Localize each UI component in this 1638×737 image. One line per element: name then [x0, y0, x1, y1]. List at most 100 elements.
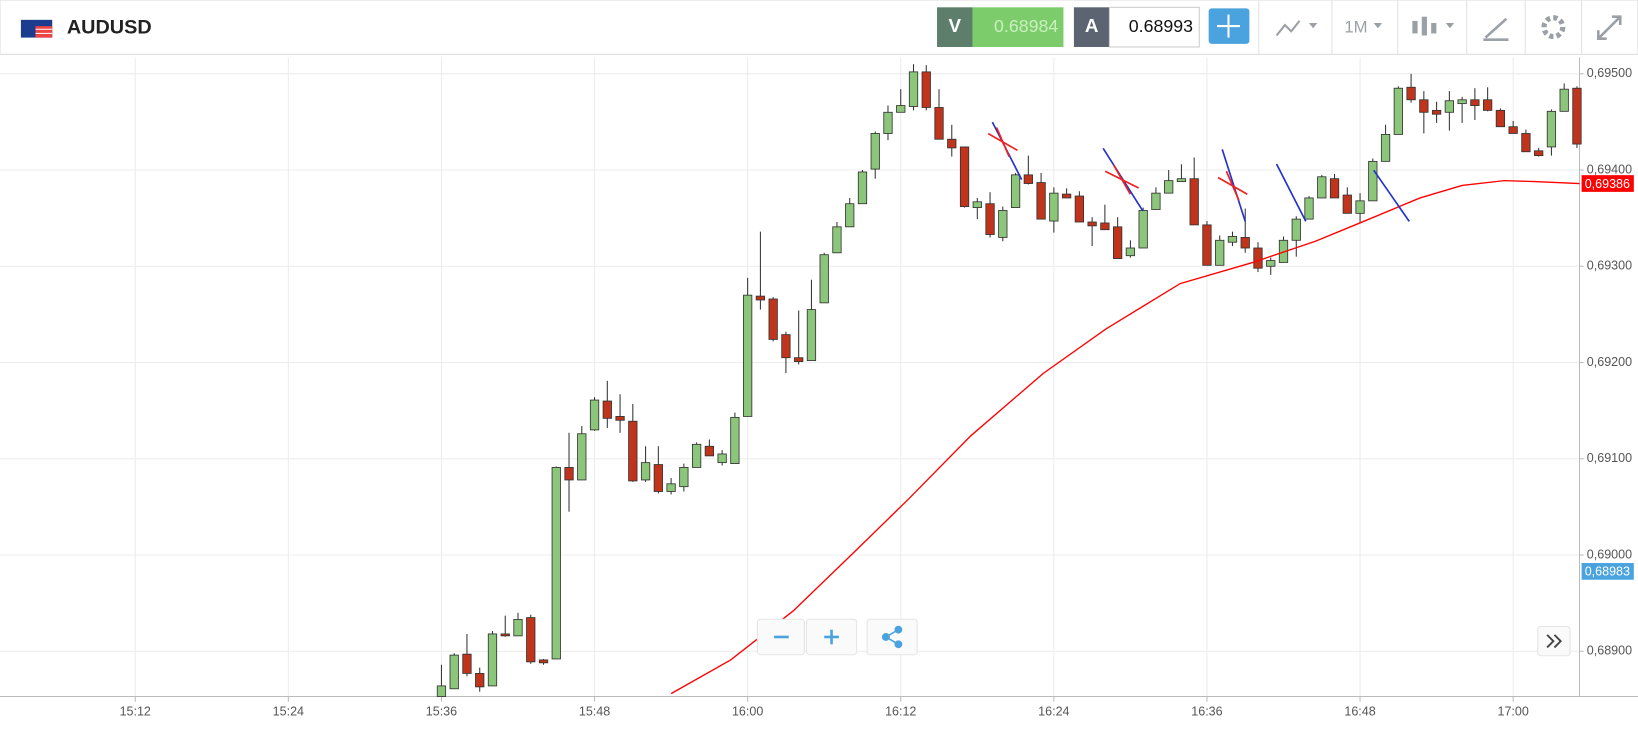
- candle-body: [1431, 109, 1442, 115]
- candle-body: [475, 672, 485, 688]
- candle-body: [538, 659, 549, 664]
- plot-area: [0, 57, 1580, 697]
- separators: [1258, 0, 1583, 55]
- candle-body: [1164, 180, 1174, 194]
- sell-price-box[interactable]: [972, 7, 1064, 47]
- candle-body: [1010, 174, 1021, 208]
- candle-body: [1317, 176, 1327, 199]
- candle-body: [691, 443, 702, 468]
- candle-body: [1125, 247, 1136, 257]
- price-tag: [1581, 175, 1634, 192]
- x-tick-label: 16:00: [732, 704, 763, 718]
- candle-body: [602, 400, 612, 419]
- plot: 15:12 15:24 15:36 15:48 16:00 16:12 16:24 16:36…: [0, 57, 1638, 718]
- candle-body: [1100, 222, 1110, 231]
- buy-button[interactable]: [1073, 7, 1110, 47]
- candle-body: [794, 357, 804, 362]
- candle-body: [1393, 87, 1403, 135]
- candle-body: [1138, 210, 1148, 249]
- candle-body: [589, 399, 600, 431]
- cross-marker: [987, 127, 1248, 201]
- timeframe[interactable]: 1M: [1344, 18, 1367, 37]
- candle-body: [1572, 87, 1582, 145]
- candle-body: [666, 483, 676, 492]
- y-tick-label: 0,69400: [1587, 162, 1632, 176]
- candle-body: [1113, 226, 1123, 260]
- candle-body: [1266, 260, 1276, 267]
- x-tick-label: 15:24: [273, 704, 304, 718]
- candle-body: [1444, 100, 1454, 113]
- expand-button[interactable]: [1596, 15, 1622, 40]
- candle-body: [743, 294, 753, 417]
- candle-body: [1049, 192, 1059, 222]
- symbol: AUDUSD: [67, 16, 152, 38]
- candle-body: [998, 210, 1008, 238]
- candle-body: [896, 105, 906, 113]
- candle-body: [526, 617, 536, 663]
- share[interactable]: [866, 618, 918, 656]
- candle-body: [857, 171, 868, 205]
- x-tick-label: 15:36: [426, 704, 457, 718]
- candle-body: [1419, 99, 1429, 113]
- sell-button[interactable]: [937, 7, 973, 47]
- candle-body: [487, 633, 498, 687]
- candle-body: [1189, 178, 1199, 226]
- candle-body: [1074, 195, 1084, 223]
- trend-line: [1373, 169, 1410, 222]
- price-tag-label: 0,69386: [1585, 177, 1630, 191]
- candle-body: [1240, 236, 1250, 249]
- x-tick-label: 15:48: [579, 704, 610, 718]
- candle-body: [615, 416, 625, 421]
- chart-type-button[interactable]: [1412, 16, 1455, 36]
- drawings: [987, 121, 1410, 222]
- candle-body: [1202, 224, 1212, 266]
- y-tick-label: 0,68900: [1587, 644, 1632, 658]
- candle-body: [704, 445, 714, 457]
- x-tick-label: 16:24: [1038, 704, 1069, 718]
- y-tick-label: 0,69500: [1587, 66, 1632, 80]
- price-tag-label: 0,68983: [1585, 565, 1630, 579]
- moving-average: [670, 179, 1580, 695]
- candle-body: [1227, 236, 1238, 243]
- candle-body: [1470, 99, 1480, 106]
- candle-body: [1483, 99, 1493, 111]
- candle-body: [1546, 110, 1557, 148]
- x-tick-label: 16:36: [1191, 704, 1222, 718]
- candle-body: [1368, 160, 1378, 202]
- y-tick-label: 0,69300: [1587, 259, 1632, 273]
- candle-body: [1151, 192, 1161, 210]
- candle-body: [1508, 126, 1518, 134]
- candle-body: [870, 133, 880, 170]
- candle-body: [679, 467, 689, 488]
- candle-body: [908, 71, 919, 107]
- candle-body: [1559, 88, 1569, 112]
- candle-body: [1534, 150, 1544, 157]
- x-tick-label: 16:12: [885, 704, 916, 718]
- candle-body: [1291, 218, 1301, 241]
- candle-body: [921, 71, 931, 108]
- indicator-button[interactable]: [1275, 20, 1318, 37]
- candle-body: [628, 420, 638, 482]
- candle-body: [768, 298, 778, 340]
- candle-body: [640, 462, 651, 481]
- candle-body: [462, 653, 472, 674]
- draw-button[interactable]: [1483, 17, 1509, 41]
- candle-body: [1406, 86, 1416, 101]
- candle-body: [1342, 194, 1352, 214]
- sell-label: V: [949, 15, 962, 36]
- candle-body: [947, 138, 957, 149]
- candle-body: [551, 467, 561, 660]
- candle-body: [819, 254, 829, 304]
- sell-price: 0.68984: [994, 16, 1058, 36]
- settings-button[interactable]: [1541, 15, 1566, 40]
- candle-body: [806, 309, 817, 362]
- candle-body: [1253, 247, 1263, 269]
- y-tick-label: 0,69200: [1587, 355, 1632, 369]
- y-tick-label: 0,69000: [1587, 547, 1632, 561]
- candle-body: [653, 464, 663, 492]
- toolbar: [0, 0, 1638, 55]
- candle-body: [449, 654, 459, 690]
- x-tick-label: 15:12: [120, 704, 151, 718]
- buy-price-box[interactable]: [1108, 6, 1200, 48]
